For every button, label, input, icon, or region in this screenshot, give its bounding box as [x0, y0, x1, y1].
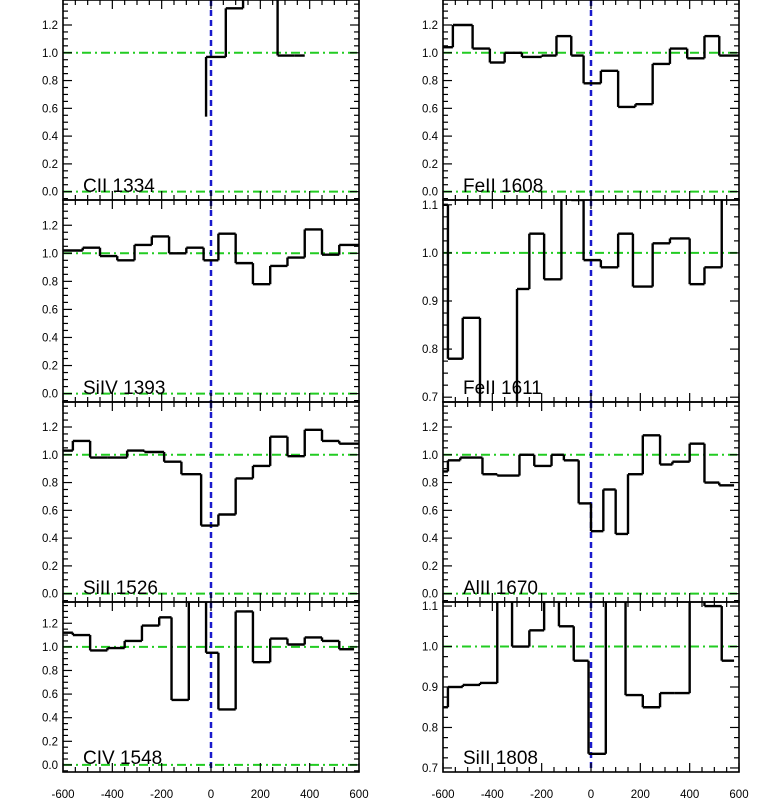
panel-plot-area: [443, 0, 739, 200]
y-tick-label: 1.0: [422, 642, 438, 654]
y-tick-label: 0.7: [422, 392, 438, 404]
y-tick-label: 0.8: [422, 344, 438, 356]
y-tick-label: 0.9: [422, 682, 438, 694]
spectrum-series: [443, 23, 739, 109]
y-tick-label: 0.0: [42, 589, 58, 601]
panel-siii-1808: 0.7 0.8 0.9 1.0 1.1 -600 -400 -200 0 200 400 600 SiI…: [422, 601, 749, 801]
x-tick-label: -600: [431, 789, 454, 801]
y-tick-label: 0.2: [42, 561, 58, 573]
y-tick-label: 0.2: [422, 159, 438, 171]
spectrum-series: [204, 0, 305, 117]
panel-plot-area: [443, 402, 739, 602]
y-tick-label: 0.0: [42, 760, 58, 772]
y-tick-label: 1.2: [42, 220, 58, 232]
y-tick-label: 0.0: [422, 589, 438, 601]
spectrum-series: [63, 428, 359, 527]
y-tick-label: 0.8: [42, 665, 58, 677]
panel-feii-1611: 0.7 0.8 0.9 1.0 1.1 FeII 1611: [422, 199, 740, 404]
y-tick-label: 1.0: [422, 450, 438, 462]
y-tick-label: 0.6: [42, 103, 58, 115]
x-tick-label: 600: [349, 789, 368, 801]
x-tick-label: 400: [300, 789, 319, 801]
panel-cii-1334: 0.0 0.2 0.4 0.6 0.8 1.0 1.2 CII 1334: [42, 0, 360, 201]
spectrum-series: [443, 434, 735, 536]
spectrum-series: [63, 228, 359, 286]
y-tick-label: 0.0: [42, 187, 58, 199]
spectrum-series: [443, 602, 735, 755]
y-tick-label: 1.2: [422, 422, 438, 434]
y-tick-label: 1.0: [422, 48, 438, 60]
ion-label: AlII 1670: [463, 578, 538, 599]
x-tick-label: -600: [51, 789, 74, 801]
x-tick-label: -400: [481, 789, 504, 801]
y-tick-label: 0.4: [42, 332, 59, 344]
y-tick-label: 1.2: [422, 20, 438, 32]
y-tick-label: 0.8: [422, 722, 438, 734]
y-tick-label: 0.4: [42, 713, 59, 725]
x-tick-label: 0: [588, 789, 594, 801]
y-tick-label: 1.1: [422, 601, 438, 613]
x-tick-label: -200: [530, 789, 553, 801]
y-tick-label: 0.6: [42, 505, 58, 517]
y-tick-label: 0.8: [422, 76, 438, 88]
y-tick-label: 0.2: [42, 159, 58, 171]
y-tick-label: 0.4: [422, 131, 439, 143]
panel-siiv-1393: 0.0 0.2 0.4 0.6 0.8 1.0 1.2 SiIV 1393: [42, 199, 360, 403]
y-tick-label: 0.6: [422, 505, 438, 517]
x-tick-label: 200: [631, 789, 650, 801]
panel-alii-1670: 0.0 0.2 0.4 0.6 0.8 1.0 1.2 AlII 1670: [422, 401, 740, 603]
y-tick-label: 0.6: [42, 304, 58, 316]
panel-siii-1526: 0.0 0.2 0.4 0.6 0.8 1.0 1.2 SiII 1526: [42, 401, 360, 603]
x-tick-label: 200: [251, 789, 270, 801]
panel-plot-area: [443, 200, 739, 402]
y-tick-label: 1.2: [42, 422, 58, 434]
y-tick-label: 0.4: [422, 533, 439, 545]
y-tick-label: 0.0: [42, 389, 58, 401]
y-tick-label: 1.0: [42, 642, 58, 654]
y-tick-label: 0.0: [422, 187, 438, 199]
y-tick-label: 0.8: [42, 76, 58, 88]
x-tick-label: -200: [150, 789, 173, 801]
panel-feii-1608: 0.0 0.2 0.4 0.6 0.8 1.0 1.2 FeII 1608: [422, 0, 740, 201]
y-tick-label: 0.2: [422, 561, 438, 573]
y-tick-label: 0.2: [42, 736, 58, 748]
ion-label: SiII 1526: [83, 578, 158, 599]
ion-label: FeII 1608: [463, 176, 543, 197]
y-tick-label: 1.1: [422, 200, 438, 212]
y-tick-label: 0.9: [422, 296, 438, 308]
y-tick-label: 0.6: [42, 689, 58, 701]
panel-plot-area: [63, 200, 359, 402]
ion-label: SiII 1808: [463, 748, 538, 769]
x-tick-label: 400: [680, 789, 699, 801]
y-tick-label: 0.8: [42, 478, 58, 490]
y-tick-label: 1.2: [42, 618, 58, 630]
ion-label: SiIV 1393: [83, 378, 165, 399]
panel-plot-area: [63, 402, 359, 602]
y-tick-label: 1.0: [42, 450, 58, 462]
y-tick-label: 0.2: [42, 361, 58, 373]
ion-label: CIV 1548: [83, 748, 162, 769]
y-tick-label: 0.4: [42, 131, 59, 143]
panel-plot-area: [63, 602, 359, 772]
panel-civ-1548: 0.0 0.2 0.4 0.6 0.8 1.0 1.2 -600 -400 -200 0 200 400…: [42, 601, 369, 801]
spectrum-series: [443, 200, 723, 402]
y-tick-label: 0.6: [422, 103, 438, 115]
y-tick-label: 0.4: [42, 533, 59, 545]
ion-label: CII 1334: [83, 176, 155, 197]
panel-plot-area: [443, 602, 739, 772]
spectrum-series: [63, 602, 355, 711]
y-tick-label: 0.8: [422, 478, 438, 490]
x-tick-label: 600: [729, 789, 748, 801]
x-tick-label: -400: [101, 789, 124, 801]
y-tick-label: 1.0: [42, 48, 58, 60]
y-tick-label: 1.0: [42, 248, 58, 260]
y-tick-label: 1.2: [42, 20, 58, 32]
panel-plot-area: [63, 0, 359, 200]
y-tick-label: 0.7: [422, 763, 438, 775]
y-tick-label: 0.8: [42, 276, 58, 288]
y-tick-label: 1.0: [422, 248, 438, 260]
x-tick-label: 0: [208, 789, 214, 801]
ion-label: FeII 1611: [463, 378, 542, 399]
